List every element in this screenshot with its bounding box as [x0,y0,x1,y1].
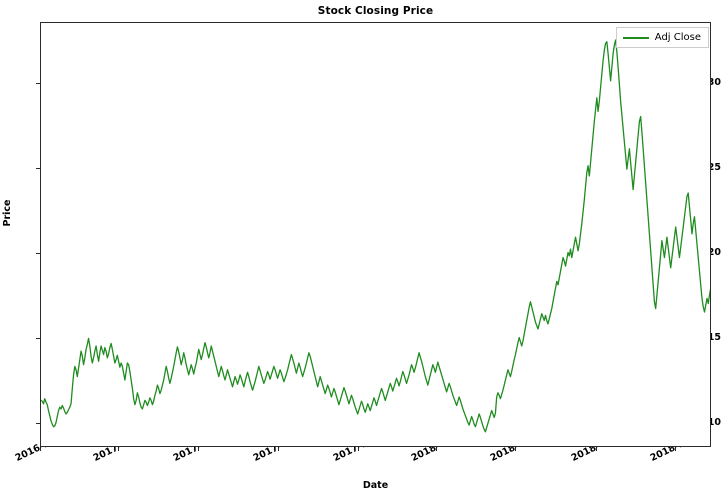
x-tick-mark [515,447,517,451]
y-tick-label: 25 [707,162,721,174]
x-tick-mark [675,447,677,451]
y-tick-label: 30 [707,77,721,89]
y-tick-label: 10 [707,417,721,429]
plot-area [40,22,711,447]
y-tick-mark [36,338,40,340]
y-tick-mark [36,423,40,425]
legend-label-adj-close: Adj Close [654,32,701,43]
x-tick-mark [357,447,359,451]
x-tick-mark [278,447,280,451]
legend: Adj Close [615,27,709,48]
legend-line-swatch [622,36,649,39]
page-title: Stock Closing Price [317,5,434,17]
x-tick-mark [118,447,120,451]
x-tick-mark [595,447,597,451]
x-tick-mark [435,447,437,451]
y-tick-label: 20 [707,247,721,259]
y-axis-label: Price [2,199,13,227]
series-line-adj-close [41,39,710,433]
y-tick-mark [36,83,40,85]
x-axis-label: Date [362,480,389,491]
x-tick-mark [40,447,41,451]
x-tick-mark [197,447,199,451]
y-tick-mark [36,253,40,255]
y-tick-label: 15 [707,332,721,344]
adj-close-polyline [41,39,710,433]
y-tick-mark [36,168,40,170]
